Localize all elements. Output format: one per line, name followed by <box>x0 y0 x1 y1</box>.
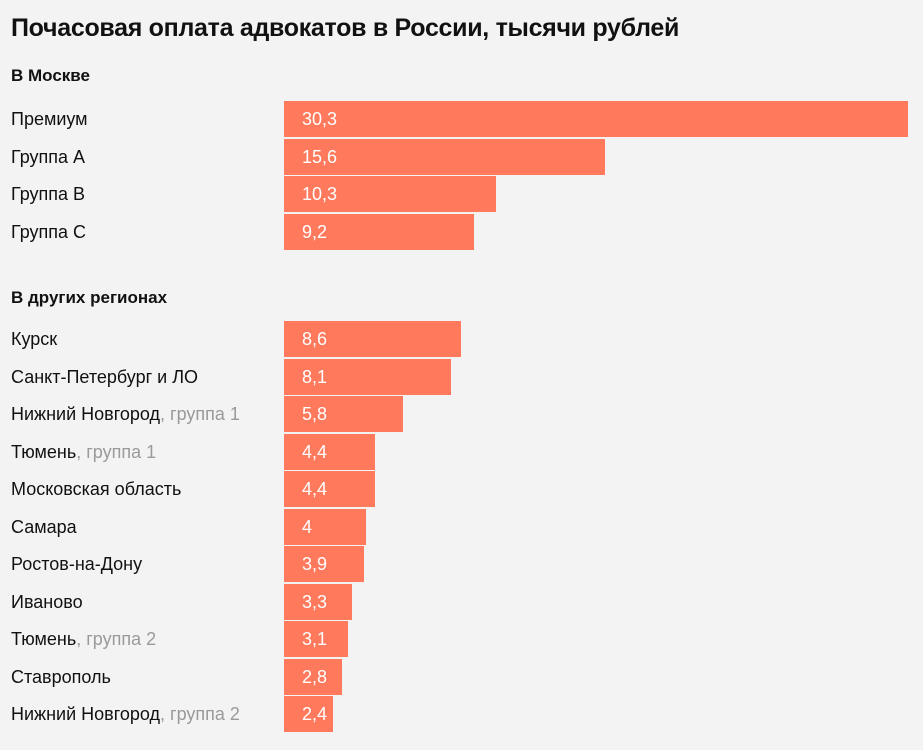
value-label: 15,6 <box>302 146 338 167</box>
value-label: 4 <box>302 516 313 537</box>
bar <box>284 213 474 250</box>
bar <box>284 101 908 137</box>
category-note: , группа 1 <box>160 404 240 424</box>
category-name: Группа C <box>11 221 87 242</box>
bar <box>284 138 606 175</box>
category-label: Московская область <box>11 471 181 507</box>
value-label: 3,3 <box>302 591 328 612</box>
category-name: Нижний Новгород <box>11 404 161 424</box>
category-label: Тюмень, группа 1 <box>11 434 156 470</box>
section-title: В Москве <box>11 66 90 85</box>
category-label: Санкт-Петербург и ЛО <box>11 359 198 395</box>
category-note: , группа 2 <box>76 629 157 649</box>
category-label: Ставрополь <box>11 659 111 695</box>
category-label: Курск <box>11 321 57 357</box>
category-name: Курск <box>11 329 58 349</box>
value-label: 10,3 <box>302 184 338 204</box>
category-name: Тюмень <box>11 629 77 649</box>
bar <box>284 546 365 582</box>
value-label: 4,4 <box>302 441 328 462</box>
category-name: Премиум <box>11 109 88 129</box>
value-label: 9,2 <box>302 221 328 242</box>
bar <box>284 321 462 357</box>
category-name: Нижний Новгород <box>11 704 161 724</box>
value-label: 2,8 <box>302 666 328 687</box>
category-label: Самара <box>11 509 77 545</box>
category-name: Группа B <box>11 184 86 204</box>
category-label: Ростов-на-Дону <box>11 546 142 582</box>
value-label: 2,4 <box>302 704 328 724</box>
category-name: Санкт-Петербург и ЛО <box>11 366 199 387</box>
category-label: Нижний Новгород, группа 2 <box>11 696 240 732</box>
value-label: 3,9 <box>302 554 328 574</box>
bar <box>284 621 348 657</box>
category-label: Тюмень, группа 2 <box>11 621 156 657</box>
bar <box>284 471 375 507</box>
category-name: Иваново <box>11 591 83 612</box>
category-label: Премиум <box>11 101 88 137</box>
bar <box>284 583 352 620</box>
category-name: Московская область <box>11 479 182 499</box>
category-label: Группа B <box>11 176 85 212</box>
bar <box>284 508 367 545</box>
value-label: 8,1 <box>302 366 328 387</box>
category-name: Ростов-на-Дону <box>11 554 143 574</box>
value-label: 5,8 <box>302 404 328 424</box>
category-name: Группа A <box>11 146 86 167</box>
category-name: Тюмень <box>11 441 77 462</box>
bar <box>284 433 375 470</box>
category-label: Группа A <box>11 139 85 175</box>
chart-title: Почасовая оплата адвокатов в России, тыс… <box>11 14 680 42</box>
bar <box>284 396 404 432</box>
category-name: Самара <box>11 516 77 537</box>
bar <box>284 696 334 732</box>
bar <box>284 176 497 212</box>
value-label: 30,3 <box>302 109 338 129</box>
category-note: , группа 2 <box>160 704 240 724</box>
category-label: Группа C <box>11 214 86 250</box>
category-name: Ставрополь <box>11 666 111 687</box>
category-label: Нижний Новгород, группа 1 <box>11 396 240 432</box>
bar <box>284 658 342 695</box>
value-label: 8,6 <box>302 329 328 349</box>
category-label: Иваново <box>11 584 83 620</box>
value-label: 4,4 <box>302 479 328 499</box>
section-title: В других регионах <box>11 288 168 307</box>
value-label: 3,1 <box>302 629 328 649</box>
bar <box>284 358 451 395</box>
category-note: , группа 1 <box>76 441 157 462</box>
